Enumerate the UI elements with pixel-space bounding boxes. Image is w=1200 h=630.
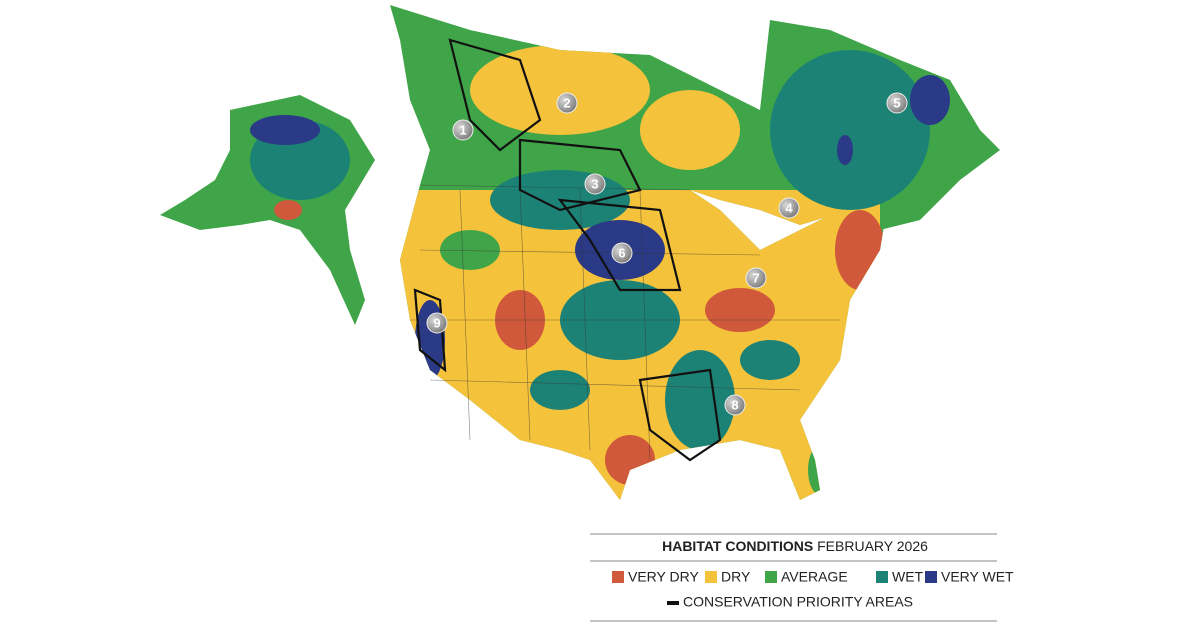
priority-markers: 1 2 3 4 5 6 7 8 9 [426, 92, 908, 416]
marker-label: 9 [433, 315, 440, 330]
marker [556, 92, 578, 114]
marker [745, 267, 767, 289]
priority-label: CONSERVATION PRIORITY AREAS [683, 594, 913, 610]
marker [778, 197, 800, 219]
marker [426, 312, 448, 334]
legend-title-bold: HABITAT CONDITIONS [662, 538, 813, 554]
marker [611, 242, 633, 264]
legend-swatch [705, 571, 717, 583]
marker-label: 3 [591, 176, 598, 191]
legend-title: HABITAT CONDITIONS FEBRUARY 2026 [662, 538, 928, 554]
legend-label: DRY [721, 569, 751, 585]
legend-label: VERY WET [941, 569, 1014, 585]
marker-label: 8 [731, 397, 738, 412]
priority-swatch [667, 601, 679, 605]
marker [452, 119, 474, 141]
marker-label: 6 [618, 245, 625, 260]
legend: HABITAT CONDITIONS FEBRUARY 2026 CONSERV… [590, 533, 1014, 622]
marker-label: 4 [785, 200, 793, 215]
legend-label: VERY DRY [628, 569, 699, 585]
legend-label: WET [892, 569, 924, 585]
marker [584, 173, 606, 195]
marker-label: 7 [752, 270, 759, 285]
legend-swatch [925, 571, 937, 583]
marker [886, 92, 908, 114]
legend-title-date: FEBRUARY 2026 [817, 538, 928, 554]
legend-swatch [612, 571, 624, 583]
marker-label: 1 [459, 122, 466, 137]
legend-swatch [876, 571, 888, 583]
marker [724, 394, 746, 416]
marker-label: 5 [893, 95, 900, 110]
marker-label: 2 [563, 95, 570, 110]
legend-swatch [765, 571, 777, 583]
map [160, 5, 1000, 500]
legend-label: AVERAGE [781, 569, 848, 585]
